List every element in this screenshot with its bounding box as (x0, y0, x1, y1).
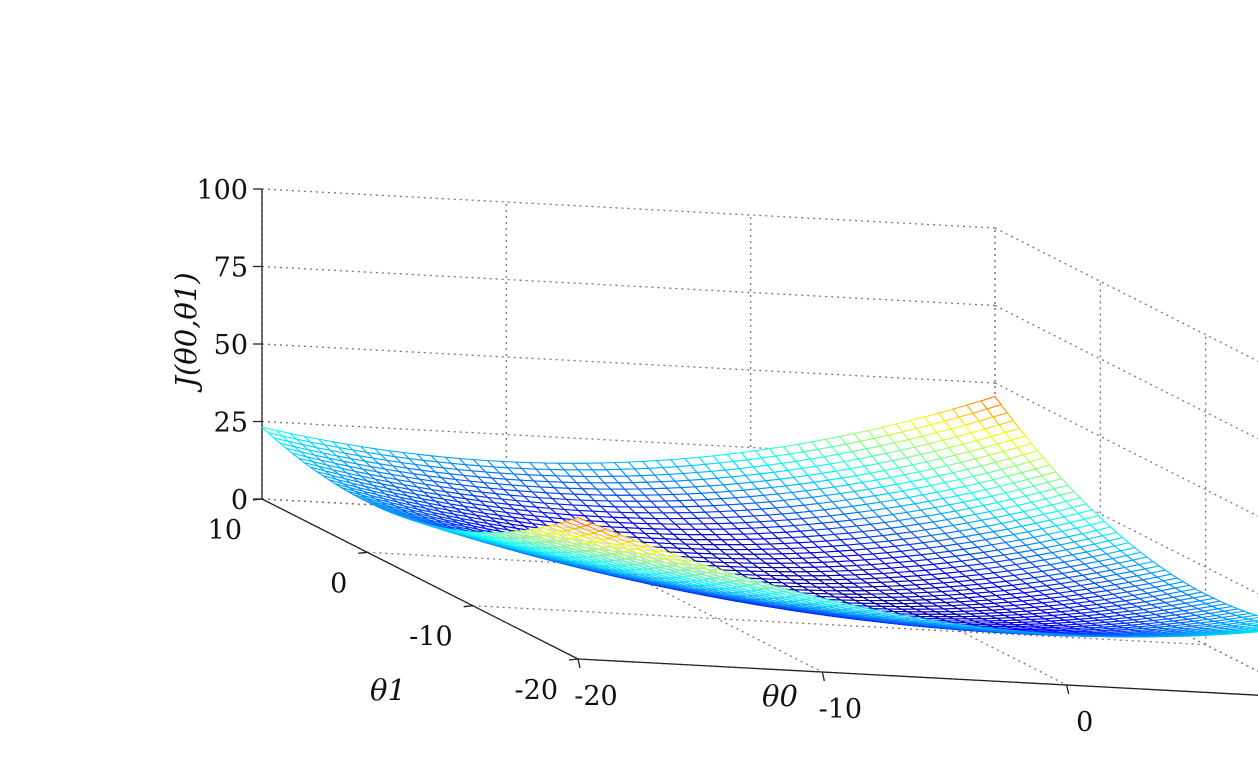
y-tick-mark (463, 605, 473, 608)
axis-labels: J(θ0,θ1) θ0 θ1 (169, 272, 798, 713)
x-tick-mark (577, 658, 581, 669)
wall-gridline-z-back (261, 265, 996, 307)
axes-layer (252, 188, 1258, 696)
y-axis-line (261, 498, 579, 660)
surface-cell (570, 516, 594, 526)
x-axis-label-text: θ0 (762, 679, 798, 713)
y-tick-label: 10 (208, 515, 242, 546)
wall-gridline-z-right (994, 227, 1258, 362)
y-tick-label: -20 (515, 675, 558, 706)
wall-gridline-z-back (261, 343, 996, 384)
wall-gridline-z-right (994, 304, 1258, 440)
floor-gridline-y (472, 605, 1206, 646)
wall-gridline-z-back (261, 420, 996, 462)
x-tick-label: -20 (574, 681, 617, 712)
x-axis-line (577, 658, 1258, 696)
surface-mesh (260, 395, 1258, 638)
y-axis-label: θ1 (370, 673, 406, 707)
x-tick-mark (821, 671, 825, 682)
z-tick-label: 50 (214, 330, 248, 361)
floor-gridline-x (750, 524, 1067, 686)
x-axis-label: θ0 (762, 679, 798, 713)
y-tick-mark (568, 658, 579, 661)
z-tick-label: 0 (231, 485, 248, 516)
x-tick-label: -10 (819, 694, 862, 725)
z-tick-label: 75 (214, 253, 248, 284)
y-tick-label: 0 (330, 568, 347, 599)
z-tick-label: 25 (214, 408, 248, 439)
x-tick-mark (1066, 684, 1070, 695)
wall-gridline-z-back (261, 188, 996, 229)
y-tick-label: -10 (409, 622, 452, 653)
y-tick-mark (358, 551, 368, 554)
x-tick-label: 0 (1076, 707, 1093, 738)
z-axis-label: J(θ0,θ1) (169, 272, 203, 392)
floor-gridline-x (506, 511, 823, 673)
y-axis-label-text: θ1 (370, 673, 406, 707)
z-tick-label: 100 (196, 175, 248, 206)
z-axis-label-text: J(θ0,θ1) (169, 272, 203, 392)
